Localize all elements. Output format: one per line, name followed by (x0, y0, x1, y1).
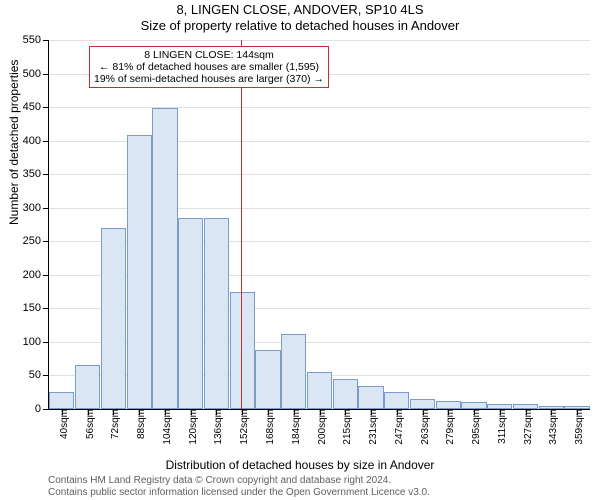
annotation-box: 8 LINGEN CLOSE: 144sqm ← 81% of detached… (89, 46, 329, 88)
gridline (49, 107, 590, 108)
x-tick-label: 327sqm (521, 409, 534, 445)
y-tick-label: 550 (23, 34, 49, 46)
x-tick-label: 184sqm (289, 409, 302, 445)
x-tick-label: 279sqm (443, 409, 456, 445)
x-tick-label: 152sqm (237, 409, 250, 445)
annotation-line-1: 8 LINGEN CLOSE: 144sqm (94, 49, 324, 61)
histogram-bar (255, 350, 280, 409)
x-tick-label: 72sqm (108, 409, 121, 439)
chart-container: 8, LINGEN CLOSE, ANDOVER, SP10 4LS Size … (0, 0, 600, 500)
x-tick-label: 359sqm (572, 409, 585, 445)
y-tick-label: 350 (23, 168, 49, 180)
histogram-bar (230, 292, 255, 409)
chart-title: 8, LINGEN CLOSE, ANDOVER, SP10 4LS (0, 2, 600, 17)
x-tick-label: 295sqm (469, 409, 482, 445)
histogram-bar (358, 386, 383, 409)
y-tick-label: 400 (23, 135, 49, 147)
attribution: Contains HM Land Registry data © Crown c… (48, 475, 430, 498)
histogram-bar (152, 108, 177, 409)
y-tick-label: 0 (35, 403, 49, 415)
x-tick-label: 168sqm (263, 409, 276, 445)
x-tick-label: 136sqm (211, 409, 224, 445)
histogram-bar (333, 379, 358, 409)
attribution-line-2: Contains public sector information licen… (48, 487, 430, 499)
y-tick-label: 100 (23, 336, 49, 348)
y-tick-label: 50 (29, 369, 49, 381)
plot-area: 05010015020025030035040045050055040sqm56… (48, 40, 590, 410)
x-tick-label: 215sqm (340, 409, 353, 445)
histogram-bar (436, 401, 461, 409)
x-tick-label: 56sqm (83, 409, 96, 439)
y-tick-label: 150 (23, 302, 49, 314)
x-tick-label: 311sqm (495, 409, 508, 444)
x-tick-label: 200sqm (315, 409, 328, 445)
x-tick-label: 104sqm (160, 409, 173, 445)
y-tick-label: 500 (23, 68, 49, 80)
x-tick-label: 40sqm (57, 409, 70, 439)
x-tick-label: 120sqm (186, 409, 199, 445)
histogram-bar (101, 228, 126, 409)
attribution-line-1: Contains HM Land Registry data © Crown c… (48, 475, 430, 487)
annotation-line-3: 19% of semi-detached houses are larger (… (94, 73, 324, 85)
histogram-bar (178, 218, 203, 409)
y-tick-label: 450 (23, 101, 49, 113)
y-tick-label: 300 (23, 202, 49, 214)
histogram-bar (49, 392, 74, 409)
gridline (49, 40, 590, 41)
histogram-bar (204, 218, 229, 409)
histogram-bar (410, 399, 435, 409)
histogram-bar (281, 334, 306, 409)
y-tick-label: 200 (23, 269, 49, 281)
x-tick-label: 263sqm (418, 409, 431, 445)
chart-subtitle: Size of property relative to detached ho… (0, 18, 600, 33)
x-tick-label: 343sqm (546, 409, 559, 445)
annotation-line-2: ← 81% of detached houses are smaller (1,… (94, 61, 324, 73)
x-tick-label: 231sqm (366, 409, 379, 445)
y-tick-label: 250 (23, 235, 49, 247)
histogram-bar (384, 392, 409, 409)
y-axis-label: Number of detached properties (7, 60, 21, 225)
x-tick-label: 88sqm (134, 409, 147, 439)
x-tick-label: 247sqm (392, 409, 405, 445)
histogram-bar (461, 402, 486, 409)
reference-line (241, 40, 242, 409)
x-axis-label: Distribution of detached houses by size … (0, 458, 600, 472)
histogram-bar (307, 372, 332, 409)
histogram-bar (127, 135, 152, 409)
histogram-bar (75, 365, 100, 409)
